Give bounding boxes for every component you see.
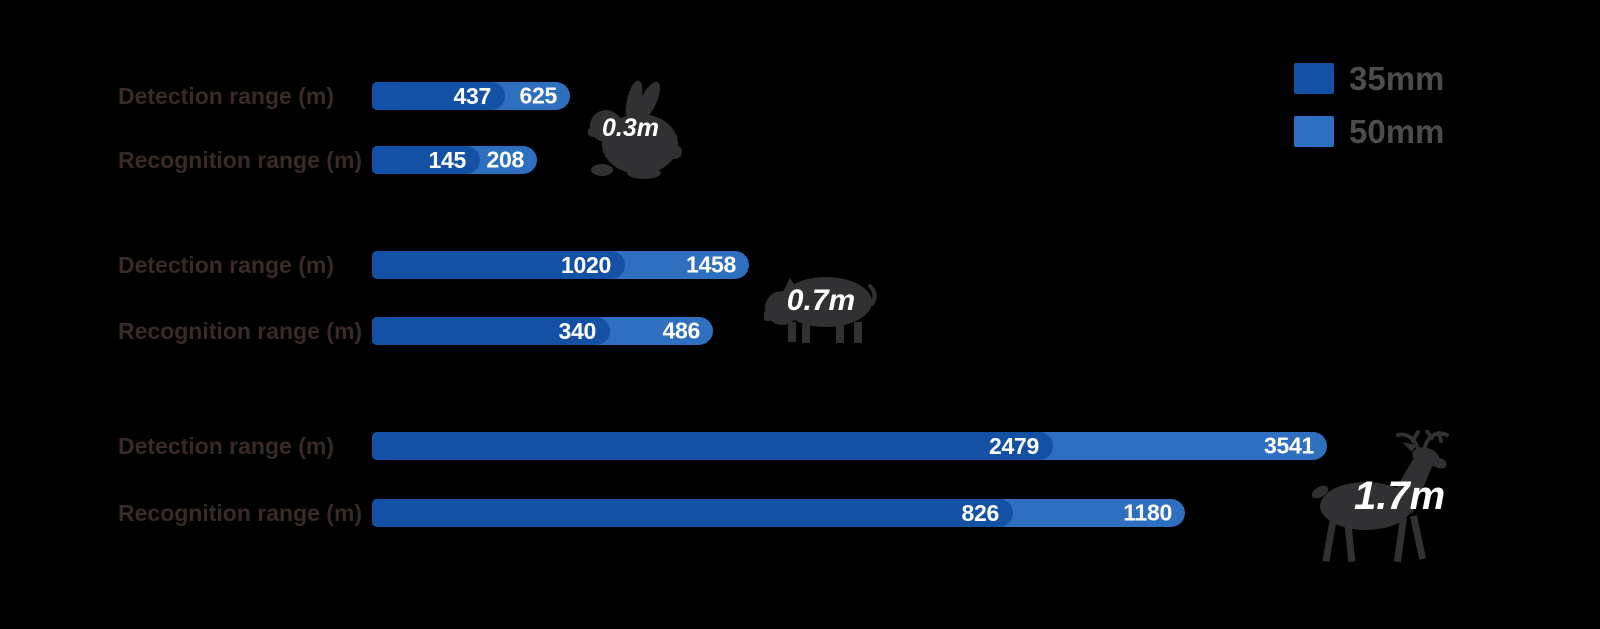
legend: 35mm 50mm: [1294, 62, 1444, 148]
bar-value-50mm: 3541: [1264, 432, 1314, 459]
row-label: Recognition range (m): [118, 499, 363, 526]
bar-value-35mm: 145: [428, 146, 467, 173]
rabbit-silhouette: [588, 80, 682, 179]
bar-50mm: 340 486: [372, 317, 713, 345]
bar-50mm: 826 1180: [372, 499, 1185, 527]
legend-label: 50mm: [1349, 113, 1445, 150]
bar-50mm: 1020 1458: [372, 251, 749, 279]
row-label: Detection range (m): [118, 251, 334, 278]
bar-value-35mm: 340: [558, 317, 597, 344]
legend-item: 35mm: [1294, 62, 1444, 95]
bar-value-35mm: 826: [961, 499, 1000, 526]
bar-value-50mm: 208: [486, 146, 525, 173]
row-label: Recognition range (m): [118, 317, 363, 344]
bar-value-35mm: 1020: [561, 251, 611, 278]
bar-row: Recognition range (m) 340 486: [118, 317, 713, 345]
bar-35mm: 2479: [372, 432, 1053, 460]
bar-35mm: 826: [372, 499, 1013, 527]
boar-icon: 0.7m: [764, 266, 878, 344]
bar-35mm: 340: [372, 317, 610, 345]
bar-row: Recognition range (m) 826 1180: [118, 499, 1185, 527]
row-label: Detection range (m): [118, 432, 334, 459]
deer-silhouette: [1311, 430, 1449, 563]
bar-value-50mm: 486: [662, 317, 701, 344]
legend-swatch: [1294, 116, 1334, 147]
legend-label: 35mm: [1349, 60, 1445, 97]
bar-35mm: 145: [372, 146, 480, 174]
bar-35mm: 437: [372, 82, 505, 110]
boar-size-label: 0.7m: [786, 284, 856, 317]
bar-value-35mm: 437: [453, 82, 492, 109]
bar-row: Detection range (m) 437 625: [118, 82, 570, 110]
boar-silhouette: [764, 277, 877, 343]
deer-size-label: 1.7m: [1354, 474, 1446, 518]
bar-35mm: 1020: [372, 251, 625, 279]
legend-swatch: [1294, 63, 1334, 94]
legend-item: 50mm: [1294, 115, 1444, 148]
deer-icon: 1.7m: [1308, 430, 1464, 564]
bar-value-50mm: 1180: [1123, 499, 1172, 526]
bar-value-35mm: 2479: [989, 432, 1039, 459]
bar-row: Recognition range (m) 145 208: [118, 146, 537, 174]
bar-50mm: 145 208: [372, 146, 537, 174]
rabbit-size-label: 0.3m: [602, 114, 659, 142]
bar-row: Detection range (m) 1020 1458: [118, 251, 749, 279]
rabbit-icon: 0.3m: [588, 80, 682, 180]
row-label: Recognition range (m): [118, 146, 363, 173]
bar-50mm: 2479 3541: [372, 432, 1327, 460]
bar-50mm: 437 625: [372, 82, 570, 110]
bar-value-50mm: 1458: [686, 251, 736, 278]
row-label: Detection range (m): [118, 82, 334, 109]
bar-row: Detection range (m) 2479 3541: [118, 432, 1327, 460]
bar-value-50mm: 625: [519, 82, 558, 109]
